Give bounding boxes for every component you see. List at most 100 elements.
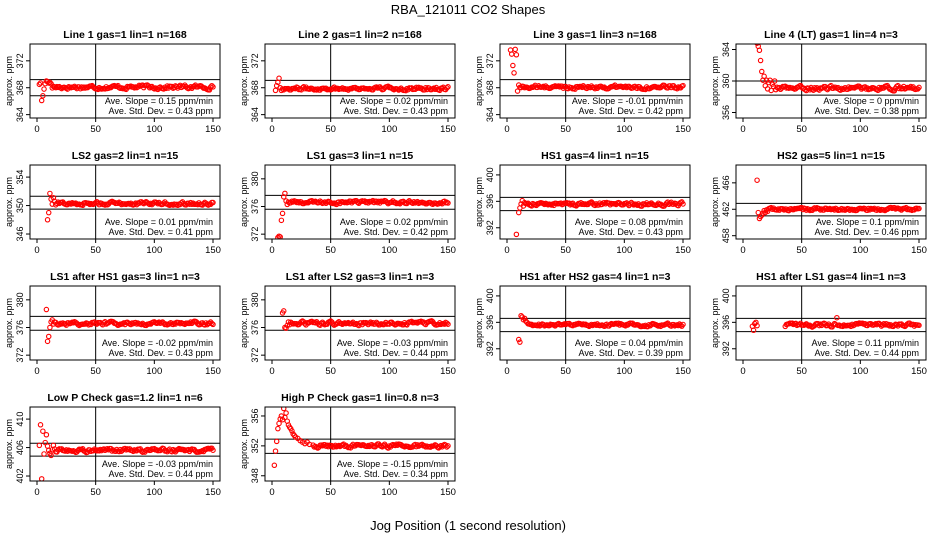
panel-title: HS1 after HS2 gas=4 lin=1 n=3 (520, 271, 671, 283)
slope-annotation: Ave. Slope = -0.01 ppm/min (572, 96, 683, 106)
x-tick-label: 0 (504, 245, 509, 256)
data-point (515, 336, 522, 343)
data-point (680, 321, 686, 328)
data-point (283, 410, 289, 416)
data-point (210, 84, 216, 90)
data-point (58, 321, 65, 327)
data-point (331, 444, 337, 450)
data-point (289, 428, 295, 434)
data-point (512, 46, 518, 53)
y-tick-label: 462 (721, 202, 731, 217)
y-tick-label: 402 (15, 469, 25, 484)
data-point (36, 81, 43, 88)
data-points (271, 407, 451, 469)
data-point (276, 75, 282, 82)
x-tick-label: 150 (675, 366, 691, 377)
data-point (280, 308, 287, 314)
data-point (680, 82, 686, 89)
data-point (378, 85, 384, 92)
panel-frame (264, 285, 456, 361)
data-point (670, 201, 677, 207)
y-axis-label: approx. ppm (710, 56, 720, 106)
x-tick-label: 50 (325, 366, 336, 377)
x-tick-label: 50 (90, 245, 101, 256)
data-point (272, 87, 279, 94)
data-point (176, 319, 182, 326)
y-tick-label: 406 (15, 440, 25, 455)
data-point (210, 321, 216, 328)
data-point (277, 234, 283, 239)
data-point (757, 57, 764, 64)
panel-title: LS1 after LS2 gas=3 lin=1 n=3 (286, 271, 435, 283)
data-point (210, 199, 216, 206)
data-point (41, 86, 47, 92)
data-point (830, 206, 837, 212)
data-point (444, 85, 450, 91)
slope-annotation: Ave. Slope = 0.15 ppm/min (105, 96, 213, 106)
data-point (647, 201, 653, 207)
data-points (272, 75, 451, 94)
panel-frame (29, 43, 221, 119)
x-tick-label: 100 (852, 366, 868, 377)
x-tick-label: 0 (269, 124, 274, 135)
data-point (200, 200, 207, 207)
data-point (753, 319, 759, 326)
data-point (411, 198, 417, 205)
data-point (104, 446, 111, 452)
data-point (444, 320, 450, 326)
panel-4: Line 4 (LT) gas=1 lin=4 n=3 approx. ppm35… (710, 29, 927, 135)
x-tick-label: 0 (740, 124, 745, 135)
data-point (540, 83, 547, 90)
stddev-annotation: Ave. Std. Dev. = 0.43 ppm (109, 106, 213, 116)
panel-frame (499, 164, 691, 240)
data-points (36, 78, 216, 104)
data-point (834, 314, 840, 321)
x-tick-label: 150 (440, 245, 456, 256)
x-tick-label: 50 (325, 245, 336, 256)
slope-annotation: Ave. Slope = 0 ppm/min (823, 96, 919, 106)
data-point (275, 425, 281, 432)
y-tick-label: 466 (721, 175, 731, 190)
data-point (405, 199, 411, 205)
x-tick-label: 150 (911, 245, 927, 256)
y-tick-label: 392 (485, 341, 495, 356)
stddev-annotation: Ave. Std. Dev. = 0.42 ppm (344, 227, 448, 237)
y-tick-label: 364 (485, 107, 495, 122)
x-tick-label: 100 (381, 366, 397, 377)
data-point (38, 476, 45, 481)
data-point (40, 93, 46, 99)
y-tick-label: 364 (721, 42, 731, 57)
data-point (40, 428, 46, 434)
data-point (43, 306, 50, 313)
y-axis-label: approx. ppm (474, 56, 484, 106)
data-points (749, 314, 922, 334)
data-point (444, 444, 450, 450)
y-axis-label: approx. ppm (4, 177, 14, 227)
x-tick-label: 100 (616, 124, 632, 135)
data-point (313, 87, 320, 93)
x-tick-label: 50 (796, 245, 807, 256)
y-tick-label: 372 (15, 53, 25, 68)
x-tick-label: 50 (325, 487, 336, 498)
data-point (48, 452, 54, 459)
panel-13: Low P Check gas=1.2 lin=1 n=6 approx. ppm… (4, 392, 221, 498)
y-tick-label: 372 (485, 53, 495, 68)
panel-frame (29, 164, 221, 240)
data-points (515, 312, 686, 345)
x-tick-label: 150 (205, 487, 221, 498)
panel-title: Line 2 gas=1 lin=2 n=168 (298, 29, 422, 41)
x-tick-label: 100 (852, 124, 868, 135)
slope-annotation: Ave. Slope = 0.1 ppm/min (816, 217, 919, 227)
data-point (71, 448, 78, 455)
data-point (330, 321, 336, 327)
data-point (511, 70, 517, 76)
x-tick-label: 0 (34, 124, 39, 135)
y-tick-label: 376 (250, 320, 260, 335)
stddev-annotation: Ave. Std. Dev. = 0.34 ppm (344, 469, 448, 479)
y-axis-label: approx. ppm (239, 177, 249, 227)
figure-xlabel: Jog Position (1 second resolution) (370, 518, 566, 533)
slope-annotation: Ave. Slope = -0.03 ppm/min (102, 459, 213, 469)
y-tick-label: 346 (15, 227, 25, 242)
